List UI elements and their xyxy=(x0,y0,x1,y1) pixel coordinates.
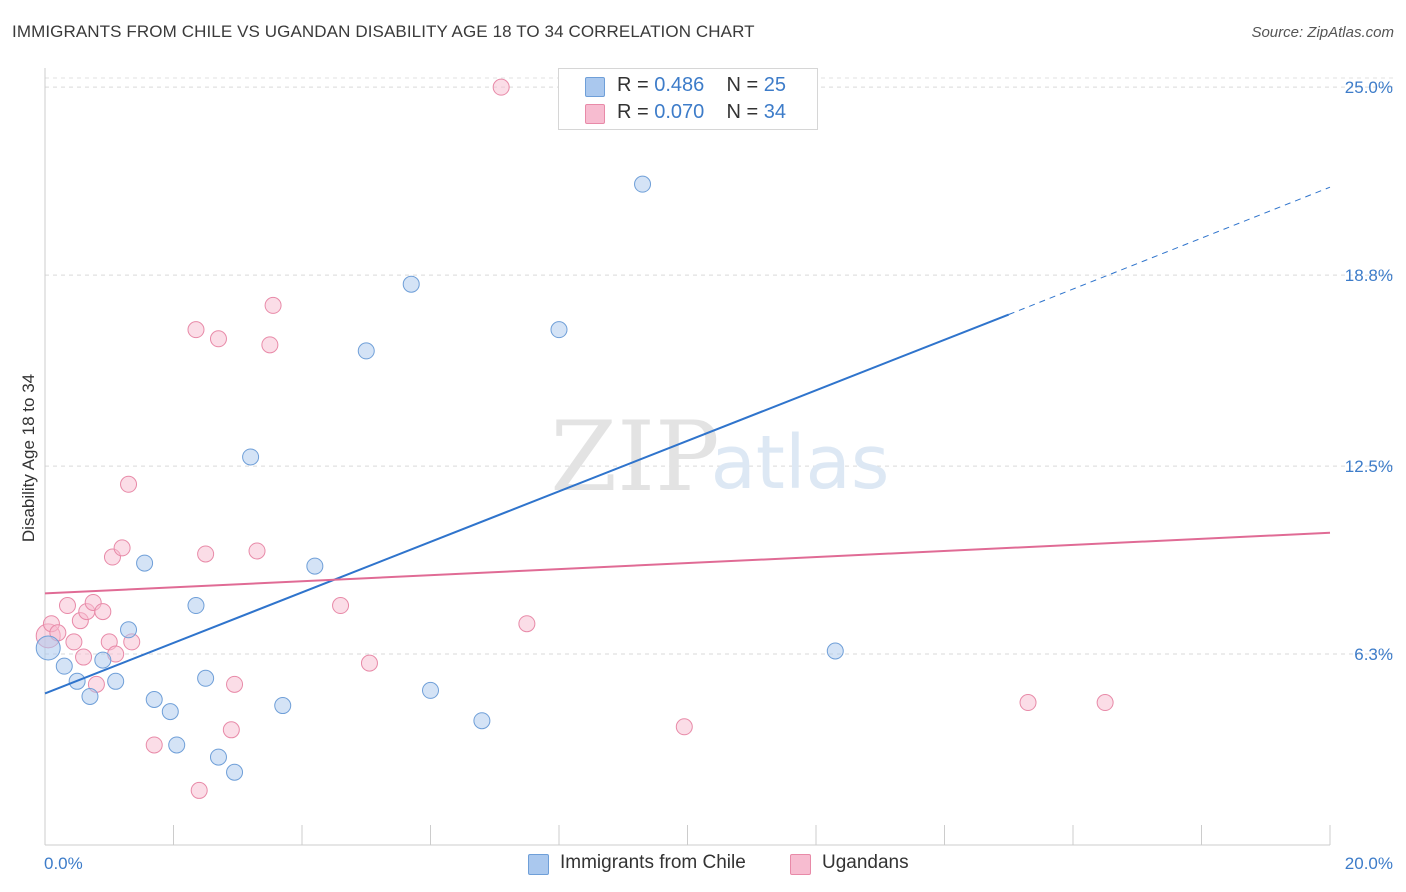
chile-point xyxy=(422,681,439,699)
chile-point xyxy=(35,635,61,661)
chile-point xyxy=(473,712,491,730)
ugandans-point xyxy=(1096,694,1114,712)
chile-point xyxy=(161,703,179,721)
y-tick-label: 25.0% xyxy=(1345,78,1393,97)
chile-point xyxy=(402,275,420,293)
n-label: N = xyxy=(726,74,759,96)
chile-point xyxy=(145,690,163,708)
ugandans-point xyxy=(197,545,215,563)
chile-point xyxy=(81,687,99,705)
watermark: ZIP atlas xyxy=(550,401,889,513)
ugandans-point xyxy=(209,330,227,348)
chile-swatch xyxy=(585,77,605,97)
ugandans-point xyxy=(675,718,693,736)
ugandans-point xyxy=(113,539,131,557)
source-label: Source: ZipAtlas.com xyxy=(1251,24,1394,41)
ugandans-point xyxy=(1019,694,1037,712)
chile-point xyxy=(120,621,138,639)
y-tick-label: 6.3% xyxy=(1354,645,1393,664)
chile-point xyxy=(94,651,112,669)
x-tick-label-max: 20.0% xyxy=(1345,854,1393,873)
chile-point xyxy=(306,557,324,575)
series-legend: Immigrants from Chile Ugandans xyxy=(0,852,1406,878)
legend-swatch-chile xyxy=(528,854,549,875)
x-tick-label-min: 0.0% xyxy=(44,854,83,873)
axes xyxy=(44,68,1331,846)
ugandans-point xyxy=(75,648,93,666)
grid-lines xyxy=(45,77,1395,655)
ugandans-point xyxy=(360,654,378,672)
r-value: 0.486 xyxy=(654,74,705,96)
ugandans-point xyxy=(222,721,240,739)
chile-point xyxy=(274,697,292,715)
r-value: 0.070 xyxy=(654,101,705,123)
r-label: R = xyxy=(617,101,649,123)
ugandans-point xyxy=(492,78,510,96)
ugandans-point xyxy=(518,615,536,633)
chart-title: IMMIGRANTS FROM CHILE VS UGANDAN DISABIL… xyxy=(12,22,755,41)
n-value: 34 xyxy=(763,101,787,123)
stats-legend: R = 0.486 N = 25 R = 0.070 N = 34 xyxy=(558,68,818,130)
chile-point xyxy=(55,657,73,675)
chile-point xyxy=(357,342,375,360)
chile-point xyxy=(136,554,154,572)
watermark-zip: ZIP xyxy=(550,401,719,513)
ugandans-point xyxy=(248,542,266,560)
ugandans-point xyxy=(120,475,138,493)
n-value: 25 xyxy=(763,74,787,96)
stats-text-chile: R = 0.486 N = 25 xyxy=(617,74,786,97)
ugandans-point xyxy=(332,597,350,615)
ugandans-point xyxy=(190,781,208,799)
ugandans-point xyxy=(264,296,282,314)
chile-point xyxy=(826,642,844,660)
legend-label-chile: Immigrants from Chile xyxy=(560,852,746,873)
r-label: R = xyxy=(617,74,649,96)
chile-point xyxy=(168,736,186,754)
chile-trend-line xyxy=(44,313,1010,695)
legend-label-ugandans: Ugandans xyxy=(822,852,909,873)
ugandans-trend-line xyxy=(44,531,1331,595)
ugandans-swatch xyxy=(585,104,605,124)
stats-text-ugandans: R = 0.070 N = 34 xyxy=(617,101,786,124)
chile-point xyxy=(242,448,260,466)
y-axis-label: Disability Age 18 to 34 xyxy=(19,374,38,542)
ugandans-point xyxy=(226,675,244,693)
watermark-atlas: atlas xyxy=(711,420,890,506)
data-points xyxy=(35,78,1114,799)
chile-point xyxy=(209,748,227,766)
ugandans-point xyxy=(261,336,279,354)
chile-point xyxy=(634,175,652,193)
n-label: N = xyxy=(726,101,759,123)
y-tick-label: 18.8% xyxy=(1345,266,1393,285)
ugandans-point xyxy=(65,633,83,651)
chile-point xyxy=(107,672,125,690)
ugandans-point xyxy=(94,603,112,621)
chile-point xyxy=(197,669,215,687)
legend-swatch-ugandans xyxy=(790,854,811,875)
ugandans-point xyxy=(145,736,163,754)
chile-point xyxy=(226,763,244,781)
y-tick-label: 12.5% xyxy=(1345,457,1393,476)
ugandans-point xyxy=(187,321,205,339)
chile-point xyxy=(187,597,205,615)
trend-lines xyxy=(44,186,1331,695)
chile-trend-extension xyxy=(1008,186,1331,315)
tick-labels: 6.3% 12.5% 18.8% 25.0% 0.0% 20.0% xyxy=(44,78,1393,873)
ugandans-point xyxy=(58,597,76,615)
chile-point xyxy=(550,321,568,339)
